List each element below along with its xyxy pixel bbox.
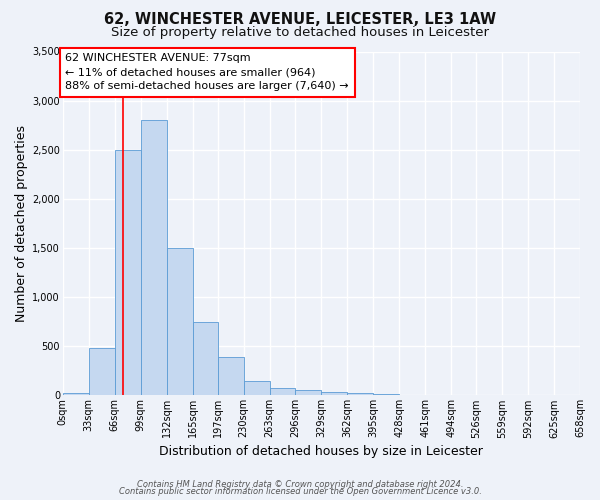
Bar <box>140 120 167 396</box>
Y-axis label: Number of detached properties: Number of detached properties <box>15 125 28 322</box>
Text: Contains HM Land Registry data © Crown copyright and database right 2024.: Contains HM Land Registry data © Crown c… <box>137 480 463 489</box>
Bar <box>193 322 218 396</box>
X-axis label: Distribution of detached houses by size in Leicester: Distribution of detached houses by size … <box>160 444 484 458</box>
Bar <box>89 348 115 396</box>
Bar <box>347 394 373 396</box>
Bar <box>295 390 322 396</box>
Bar <box>115 150 140 396</box>
Bar <box>373 394 399 396</box>
Text: 62, WINCHESTER AVENUE, LEICESTER, LE3 1AW: 62, WINCHESTER AVENUE, LEICESTER, LE3 1A… <box>104 12 496 28</box>
Bar <box>63 394 89 396</box>
Bar <box>322 392 347 396</box>
Bar <box>244 380 269 396</box>
Text: Contains public sector information licensed under the Open Government Licence v3: Contains public sector information licen… <box>119 487 481 496</box>
Text: Size of property relative to detached houses in Leicester: Size of property relative to detached ho… <box>111 26 489 39</box>
Bar <box>167 248 193 396</box>
Bar <box>269 388 295 396</box>
Text: 62 WINCHESTER AVENUE: 77sqm
← 11% of detached houses are smaller (964)
88% of se: 62 WINCHESTER AVENUE: 77sqm ← 11% of det… <box>65 53 349 91</box>
Bar <box>218 357 244 396</box>
